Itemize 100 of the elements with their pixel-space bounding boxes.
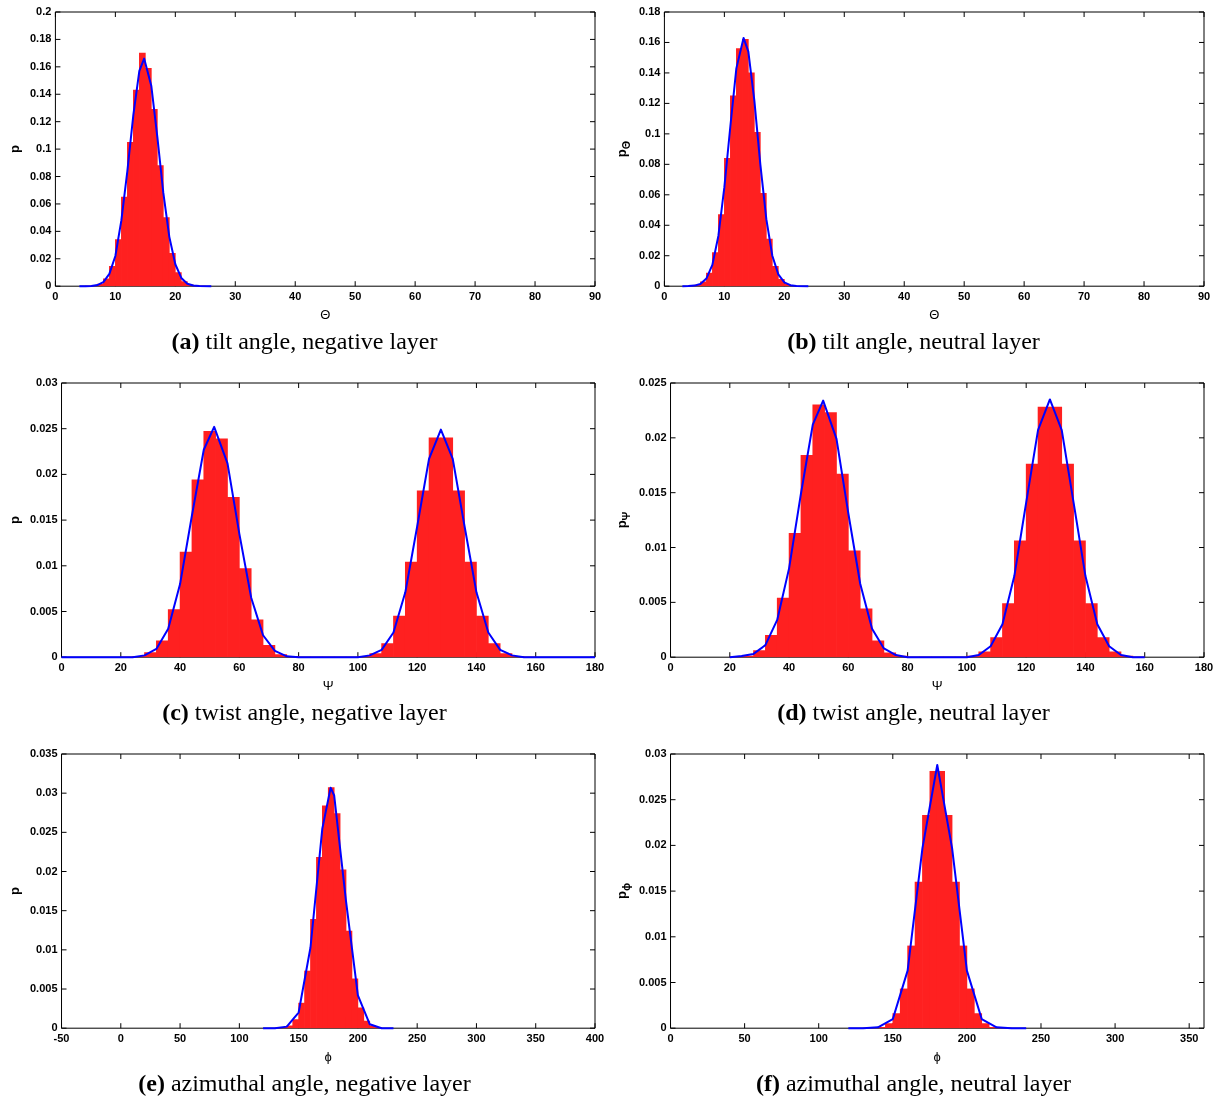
- y-tick-label: 0.18: [29, 32, 52, 45]
- x-axis-title: Ψ: [931, 677, 943, 693]
- x-tick-label: 100: [809, 1031, 828, 1044]
- x-tick-label: 70: [1077, 289, 1091, 302]
- y-tick-label: 0.03: [645, 747, 667, 760]
- x-tick-label: 60: [233, 660, 246, 673]
- y-tick-label: 0.005: [30, 604, 58, 617]
- y-tick-label: 0.1: [36, 142, 52, 155]
- y-tick-label: 0: [654, 279, 661, 292]
- x-tick-label: 250: [1031, 1031, 1051, 1044]
- y-tick-label: 0.01: [645, 929, 667, 942]
- x-tick-label: 50: [738, 1031, 751, 1044]
- x-axis-title: ϕ: [933, 1048, 941, 1064]
- y-tick-label: 0.04: [29, 224, 53, 237]
- y-tick-label: 0.02: [36, 467, 58, 480]
- y-tick-label: 0.16: [29, 59, 52, 72]
- y-tick-label: 0.1: [645, 126, 661, 139]
- y-tick-label: 0.03: [36, 786, 58, 799]
- x-tick-label: 20: [169, 289, 182, 302]
- x-tick-label: 250: [408, 1031, 427, 1044]
- x-tick-label: 80: [1137, 289, 1151, 302]
- y-tick-label: 0.005: [639, 595, 667, 608]
- x-tick-label: 60: [842, 660, 855, 673]
- y-tick-label: 0.035: [30, 747, 58, 760]
- y-tick-label: 0.005: [639, 975, 667, 988]
- x-tick-label: 0: [117, 1031, 124, 1044]
- y-tick-label: 0.025: [639, 792, 667, 805]
- x-tick-label: 160: [1135, 660, 1154, 673]
- y-tick-label: 0.015: [30, 903, 58, 916]
- y-tick-label: 0.08: [29, 169, 52, 182]
- y-tick-label: 0: [660, 1021, 667, 1034]
- x-tick-label: 100: [348, 660, 368, 673]
- y-tick-label: 0.015: [639, 485, 667, 498]
- x-tick-label: 300: [467, 1031, 486, 1044]
- x-tick-label: 40: [173, 660, 187, 673]
- x-tick-label: 140: [467, 660, 486, 673]
- text: (c) twist angle, negative layer: [161, 699, 448, 726]
- text: (b) tilt angle, neutral layer: [786, 328, 1041, 355]
- y-tick-label: 0.02: [638, 248, 661, 261]
- y-tick-label: 0.06: [638, 187, 661, 200]
- x-tick-label: 80: [292, 660, 305, 673]
- x-tick-label: 40: [782, 660, 796, 673]
- y-tick-label: 0.08: [638, 157, 661, 170]
- y-tick-label: 0.02: [36, 864, 58, 877]
- y-tick-label: 0.02: [29, 251, 52, 264]
- y-tick-label: 0.06: [29, 196, 52, 209]
- x-tick-label: 140: [1076, 660, 1095, 673]
- y-tick-label: 0.03: [36, 376, 58, 389]
- y-tick-label: 0.01: [36, 942, 58, 955]
- x-tick-label: 10: [718, 289, 731, 302]
- y-tick-label: 0.18: [638, 5, 661, 18]
- x-tick-label: 120: [1017, 660, 1036, 673]
- y-tick-label: 0: [51, 650, 58, 663]
- x-tick-label: 120: [408, 660, 427, 673]
- x-tick-label: 80: [901, 660, 914, 673]
- x-tick-label: 10: [109, 289, 122, 302]
- x-tick-label: 400: [585, 1031, 605, 1044]
- x-tick-label: 20: [778, 289, 791, 302]
- x-axis-title: Ψ: [322, 677, 334, 693]
- y-tick-label: 0.16: [638, 35, 661, 48]
- x-tick-label: 50: [349, 289, 362, 302]
- y-tick-label: 0.025: [639, 376, 667, 389]
- y-tick-label: 0.005: [30, 982, 58, 995]
- y-tick-label: 0.025: [30, 421, 58, 434]
- y-tick-label: 0.04: [638, 218, 662, 231]
- x-tick-label: 200: [348, 1031, 368, 1044]
- y-axis-title: p: [6, 887, 22, 896]
- x-tick-label: 50: [173, 1031, 187, 1044]
- x-tick-label: 60: [1018, 289, 1031, 302]
- x-tick-label: 100: [957, 660, 977, 673]
- y-tick-label: 0.2: [36, 5, 52, 18]
- x-tick-label: 200: [957, 1031, 977, 1044]
- y-tick-label: 0.015: [639, 884, 667, 897]
- x-tick-label: 80: [528, 289, 542, 302]
- x-tick-label: 100: [230, 1031, 249, 1044]
- x-tick-label: 60: [409, 289, 422, 302]
- x-tick-label: 180: [1194, 660, 1214, 673]
- y-tick-label: 0.025: [30, 825, 58, 838]
- y-tick-label: 0: [45, 279, 52, 292]
- x-tick-label: 300: [1105, 1031, 1125, 1044]
- x-tick-label: 90: [1197, 289, 1211, 302]
- y-tick-label: 0: [660, 650, 667, 663]
- text: (a) tilt angle, negative layer: [170, 328, 439, 355]
- x-tick-label: 180: [585, 660, 605, 673]
- x-tick-label: 30: [838, 289, 851, 302]
- y-axis-title: p: [6, 145, 22, 154]
- x-tick-label: 40: [898, 289, 911, 302]
- text: (e) azimuthal angle, negative layer: [137, 1070, 472, 1097]
- y-tick-label: 0.015: [30, 513, 58, 526]
- x-tick-label: 350: [526, 1031, 545, 1044]
- y-tick-label: 0.12: [29, 114, 52, 127]
- x-tick-label: 90: [588, 289, 602, 302]
- y-tick-label: 0.14: [29, 87, 53, 100]
- text: (d) twist angle, neutral layer: [776, 699, 1051, 726]
- y-tick-label: 0.02: [645, 430, 667, 443]
- text: (f) azimuthal angle, neutral layer: [754, 1070, 1073, 1097]
- x-tick-label: -50: [53, 1031, 70, 1044]
- x-tick-label: 40: [289, 289, 302, 302]
- x-tick-label: 70: [468, 289, 482, 302]
- y-tick-label: 0.02: [645, 838, 667, 851]
